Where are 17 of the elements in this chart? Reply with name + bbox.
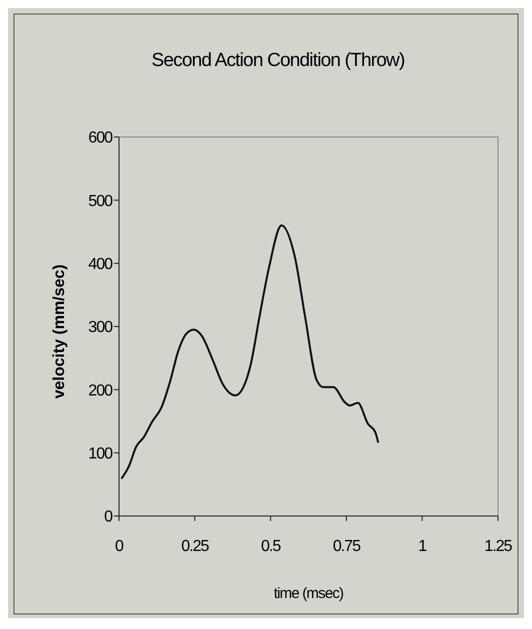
y-tick-label: 200 (88, 382, 114, 400)
x-tick-label: 1.25 (484, 538, 513, 555)
x-tick-label: 0.25 (181, 538, 210, 555)
y-tick-label: 400 (88, 256, 114, 273)
y-axis-title: velocity (mm/sec) (51, 264, 68, 399)
y-tick-label: 100 (88, 445, 114, 462)
y-tick-label: 0 (104, 508, 114, 526)
x-tick-label: 0.5 (260, 538, 282, 555)
y-tick-label: 500 (88, 192, 114, 210)
y-tick-label: 300 (88, 319, 114, 336)
y-tick-label: 600 (88, 130, 114, 147)
chart-title: Second Action Condition (Throw) (152, 50, 405, 71)
line-series (120, 224, 380, 480)
x-axis-title: time (msec) (274, 585, 344, 602)
x-tick-label: 0 (115, 538, 124, 555)
x-tick-label: 0.75 (332, 538, 362, 555)
x-tick-label: 1 (418, 538, 428, 555)
